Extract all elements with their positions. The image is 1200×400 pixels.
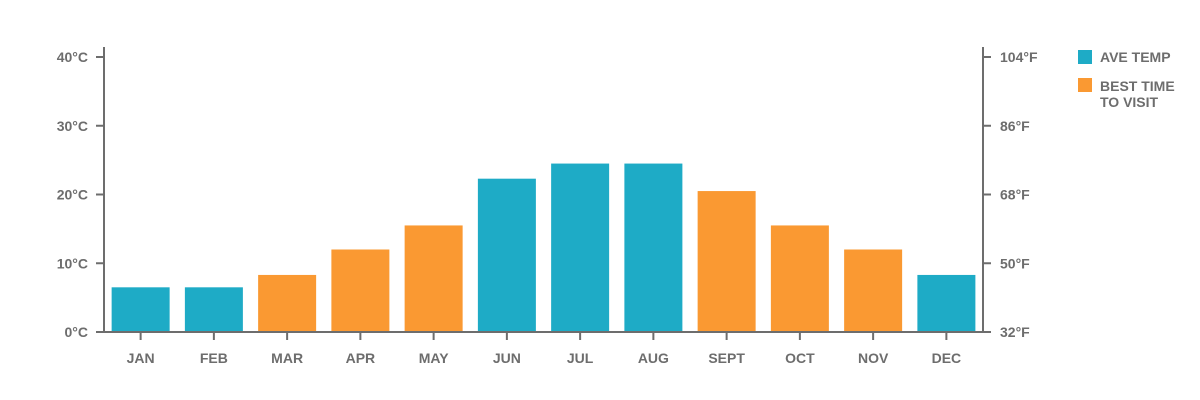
x-label-mar: MAR bbox=[271, 350, 303, 366]
x-label-nov: NOV bbox=[858, 350, 889, 366]
right-tick-label: 104°F bbox=[1000, 49, 1038, 65]
right-tick-label: 86°F bbox=[1000, 118, 1030, 134]
x-axis-labels: JAN FEB MAR APR MAY JUN JUL AUG SEPT OCT NOV DEC bbox=[127, 350, 962, 366]
x-label-sept: SEPT bbox=[708, 350, 745, 366]
legend-swatch-best-time bbox=[1078, 78, 1092, 92]
x-label-may: MAY bbox=[419, 350, 449, 366]
bar-oct bbox=[770, 225, 829, 332]
right-tick-label: 68°F bbox=[1000, 187, 1030, 203]
left-tick-label: 20°C bbox=[57, 187, 88, 203]
right-tick-label: 32°F bbox=[1000, 324, 1030, 340]
bar-dec bbox=[917, 274, 976, 332]
legend: AVE TEMP BEST TIME TO VISIT bbox=[1078, 49, 1175, 110]
left-tick-label: 30°C bbox=[57, 118, 88, 134]
legend-label-ave-temp: AVE TEMP bbox=[1100, 49, 1171, 65]
bar-nov bbox=[844, 249, 903, 332]
x-label-dec: DEC bbox=[932, 350, 962, 366]
bar-may bbox=[404, 225, 463, 332]
legend-swatch-ave-temp bbox=[1078, 50, 1092, 64]
left-tick-label: 0°C bbox=[65, 324, 89, 340]
right-axis-ticks: 32°F 50°F 68°F 86°F 104°F bbox=[983, 49, 1038, 340]
bar-sept bbox=[697, 191, 756, 332]
left-axis-ticks: 0°C 10°C 20°C 30°C 40°C bbox=[57, 49, 104, 340]
bar-apr bbox=[331, 249, 390, 332]
x-label-feb: FEB bbox=[200, 350, 228, 366]
legend-label-best-time-line-1: BEST TIME bbox=[1100, 78, 1175, 94]
legend-label-best-time-line-2: TO VISIT bbox=[1100, 94, 1159, 110]
bar-mar bbox=[258, 274, 317, 332]
bar-feb bbox=[184, 287, 243, 332]
x-label-jun: JUN bbox=[493, 350, 521, 366]
axes-group bbox=[103, 47, 984, 333]
bar-aug bbox=[624, 163, 683, 332]
x-label-jul: JUL bbox=[567, 350, 594, 366]
x-label-oct: OCT bbox=[785, 350, 815, 366]
x-axis-ticks bbox=[139, 332, 948, 340]
bars-group bbox=[111, 163, 976, 332]
x-label-jan: JAN bbox=[127, 350, 155, 366]
bar-jan bbox=[111, 287, 170, 332]
x-label-apr: APR bbox=[346, 350, 376, 366]
bar-jun bbox=[477, 178, 536, 332]
left-tick-label: 40°C bbox=[57, 49, 88, 65]
right-tick-label: 50°F bbox=[1000, 255, 1030, 271]
x-label-aug: AUG bbox=[638, 350, 669, 366]
bar-jul bbox=[551, 163, 610, 332]
left-tick-label: 10°C bbox=[57, 255, 88, 271]
